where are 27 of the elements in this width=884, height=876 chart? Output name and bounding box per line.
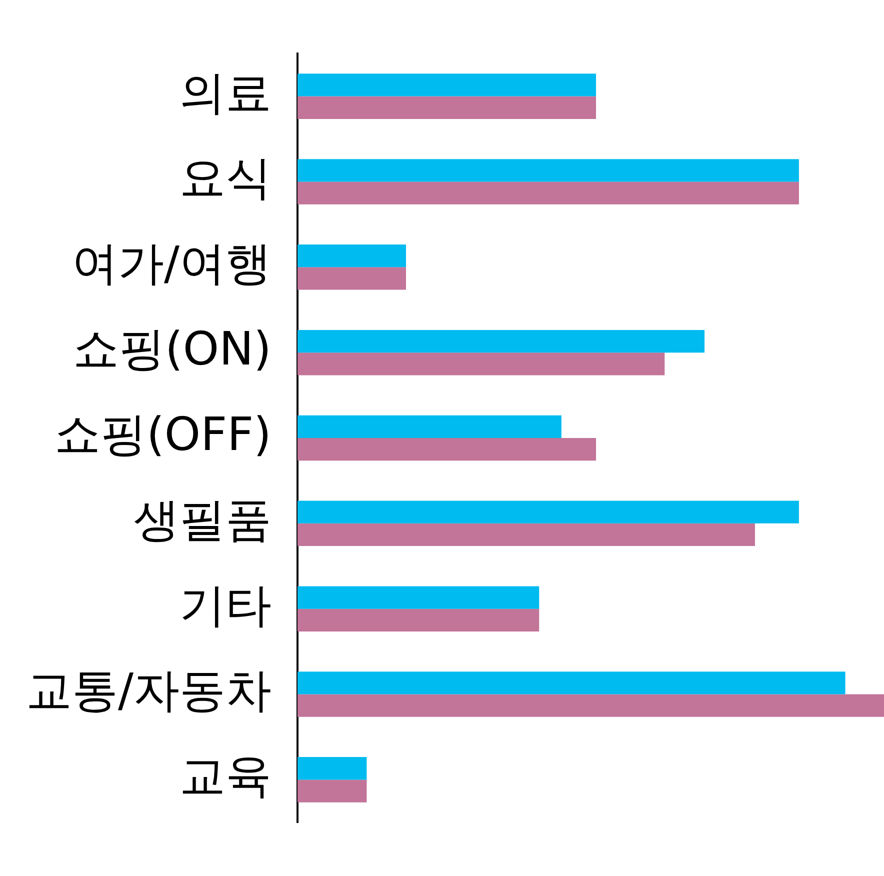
bar — [298, 74, 596, 96]
y-tick-label: 기타 — [180, 578, 272, 632]
bar — [298, 415, 562, 438]
y-tick-label: 생필품 — [134, 492, 272, 546]
bar — [298, 159, 799, 182]
y-tick-label: 쇼핑(OFF) — [54, 406, 272, 461]
bar — [298, 694, 884, 717]
bar — [298, 672, 846, 694]
bar — [298, 500, 799, 524]
bar — [298, 267, 406, 290]
bar — [298, 244, 406, 268]
bar — [298, 330, 705, 353]
bar — [298, 586, 540, 609]
bar — [298, 438, 596, 461]
y-tick-label: 의료 — [180, 65, 272, 120]
y-tick-label: 교육 — [180, 748, 272, 803]
y-tick-label: 교통/자동차 — [26, 663, 272, 718]
y-tick-label: 요식 — [180, 150, 272, 205]
bar — [298, 96, 596, 119]
bar — [298, 757, 367, 780]
bar — [298, 608, 540, 632]
bar — [298, 780, 367, 802]
y-tick-label: 여가/여행 — [72, 236, 272, 290]
y-tick-label: 쇼핑(ON) — [72, 322, 272, 376]
bar — [298, 352, 665, 376]
bar — [298, 182, 799, 204]
bar — [298, 523, 755, 546]
